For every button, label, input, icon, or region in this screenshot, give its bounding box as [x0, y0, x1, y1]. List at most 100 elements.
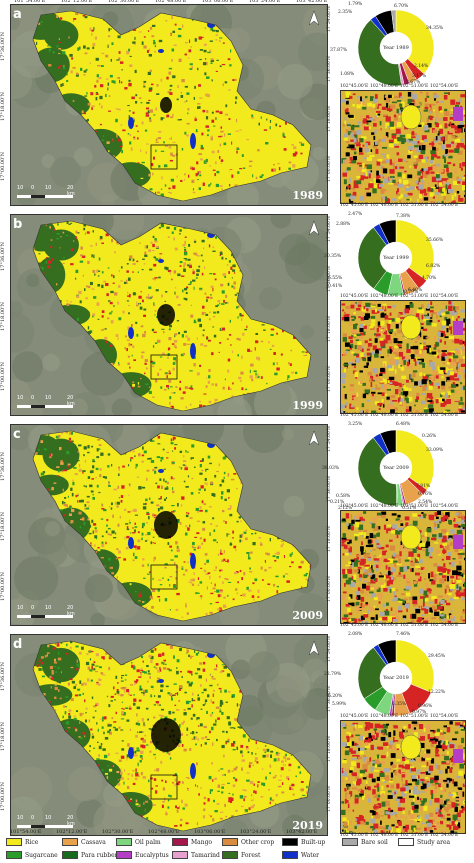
- inset-pixel: [458, 358, 464, 363]
- land-pixel: [267, 552, 270, 556]
- land-pixel: [62, 69, 67, 72]
- inset-pixel: [457, 363, 461, 369]
- land-pixel: [145, 383, 149, 386]
- terrain-texture: [11, 16, 20, 30]
- land-pixel: [139, 378, 142, 380]
- inset-pixel: [461, 161, 465, 167]
- land-pixel: [95, 477, 97, 479]
- inset-pixel: [455, 101, 461, 105]
- longitude-label: 101°54.00'E: [14, 0, 46, 4]
- inset-pixel: [391, 133, 397, 136]
- inset-pixel: [429, 382, 434, 387]
- inset-pixel: [420, 614, 425, 617]
- land-pixel: [81, 255, 86, 258]
- land-pixel: [219, 143, 221, 147]
- inset-pixel: [428, 109, 433, 113]
- inset-pixel: [385, 406, 390, 410]
- inset-pixel: [455, 383, 459, 387]
- land-pixel: [58, 52, 61, 55]
- land-pixel: [148, 497, 151, 501]
- land-pixel: [138, 295, 142, 299]
- inset-pixel: [371, 132, 375, 135]
- land-pixel: [108, 110, 111, 112]
- land-pixel: [231, 253, 233, 257]
- land-pixel: [108, 482, 110, 486]
- land-pixel: [84, 52, 88, 55]
- scale-tick-label: 20 km: [67, 395, 75, 407]
- land-pixel: [70, 70, 73, 74]
- land-pixel: [209, 165, 211, 167]
- land-pixel: [156, 456, 161, 459]
- inset-pixel: [397, 397, 402, 403]
- inset-pixel: [407, 396, 413, 402]
- inset-pixel: [376, 104, 378, 108]
- land-pixel: [191, 477, 194, 480]
- land-pixel: [217, 300, 221, 303]
- land-pixel: [170, 476, 173, 480]
- land-pixel: [216, 541, 218, 544]
- inset-pixel: [449, 326, 452, 331]
- land-pixel: [279, 125, 282, 128]
- inset-pixel: [385, 159, 391, 163]
- land-pixel: [130, 157, 132, 161]
- inset-pixel: [368, 173, 371, 179]
- land-pixel: [293, 146, 297, 150]
- inset-pixel: [437, 355, 440, 359]
- inset-pixel: [394, 111, 397, 114]
- land-pixel: [140, 591, 142, 594]
- inset-pixel: [377, 303, 381, 307]
- inset-pixel: [380, 320, 385, 326]
- land-pixel: [206, 559, 209, 563]
- panel-year: 1999: [292, 399, 323, 412]
- inset-pixel: [412, 91, 415, 94]
- land-pixel: [221, 256, 224, 260]
- land-pixel: [180, 467, 183, 470]
- terrain-texture: [292, 592, 327, 625]
- land-pixel: [151, 605, 154, 609]
- land-pixel: [86, 118, 89, 122]
- donut-chart: Year 1999 2.47% 2.88% 7.38% 35.66% 30.35% 6.55…: [324, 212, 443, 302]
- land-pixel: [292, 153, 297, 157]
- scale-bar: 10 0 10 20 km: [17, 185, 75, 199]
- land-pixel: [131, 324, 133, 327]
- land-pixel: [254, 532, 257, 535]
- land-pixel: [88, 505, 90, 507]
- inset-pixel: [441, 376, 444, 379]
- land-pixel: [91, 445, 94, 448]
- land-pixel: [180, 91, 182, 94]
- land-pixel: [118, 363, 120, 366]
- inset-pixel: [431, 164, 436, 167]
- inset-pixel: [383, 114, 388, 116]
- inset-latitude-label: 17°18.00'N: [327, 526, 332, 553]
- inset-pixel: [345, 309, 351, 314]
- inset-pixel: [462, 327, 465, 331]
- land-pixel: [164, 598, 168, 602]
- land-pixel: [108, 505, 111, 508]
- land-pixel: [199, 463, 202, 468]
- land-pixel: [142, 258, 145, 260]
- land-pixel: [129, 293, 131, 298]
- inset-pixel: [454, 145, 460, 150]
- inset-pixel: [419, 143, 423, 146]
- land-pixel: [258, 577, 260, 580]
- terrain-texture: [217, 396, 253, 415]
- inset-pixel: [452, 163, 456, 167]
- land-pixel: [92, 460, 96, 463]
- land-pixel: [152, 577, 154, 581]
- land-pixel: [185, 512, 188, 514]
- land-pixel: [89, 281, 93, 286]
- land-pixel: [191, 583, 195, 586]
- land-pixel: [60, 83, 63, 87]
- land-pixel: [114, 501, 116, 505]
- land-pixel: [151, 513, 155, 517]
- inset-pixel: [425, 336, 430, 339]
- inset-pixel: [422, 328, 428, 331]
- land-pixel: [46, 14, 50, 16]
- inset-pixel: [363, 193, 367, 197]
- land-pixel: [266, 382, 268, 385]
- land-pixel: [151, 365, 155, 368]
- land-pixel: [74, 444, 76, 446]
- inset-pixel: [403, 194, 409, 197]
- land-pixel: [176, 592, 180, 596]
- land-pixel: [137, 381, 140, 385]
